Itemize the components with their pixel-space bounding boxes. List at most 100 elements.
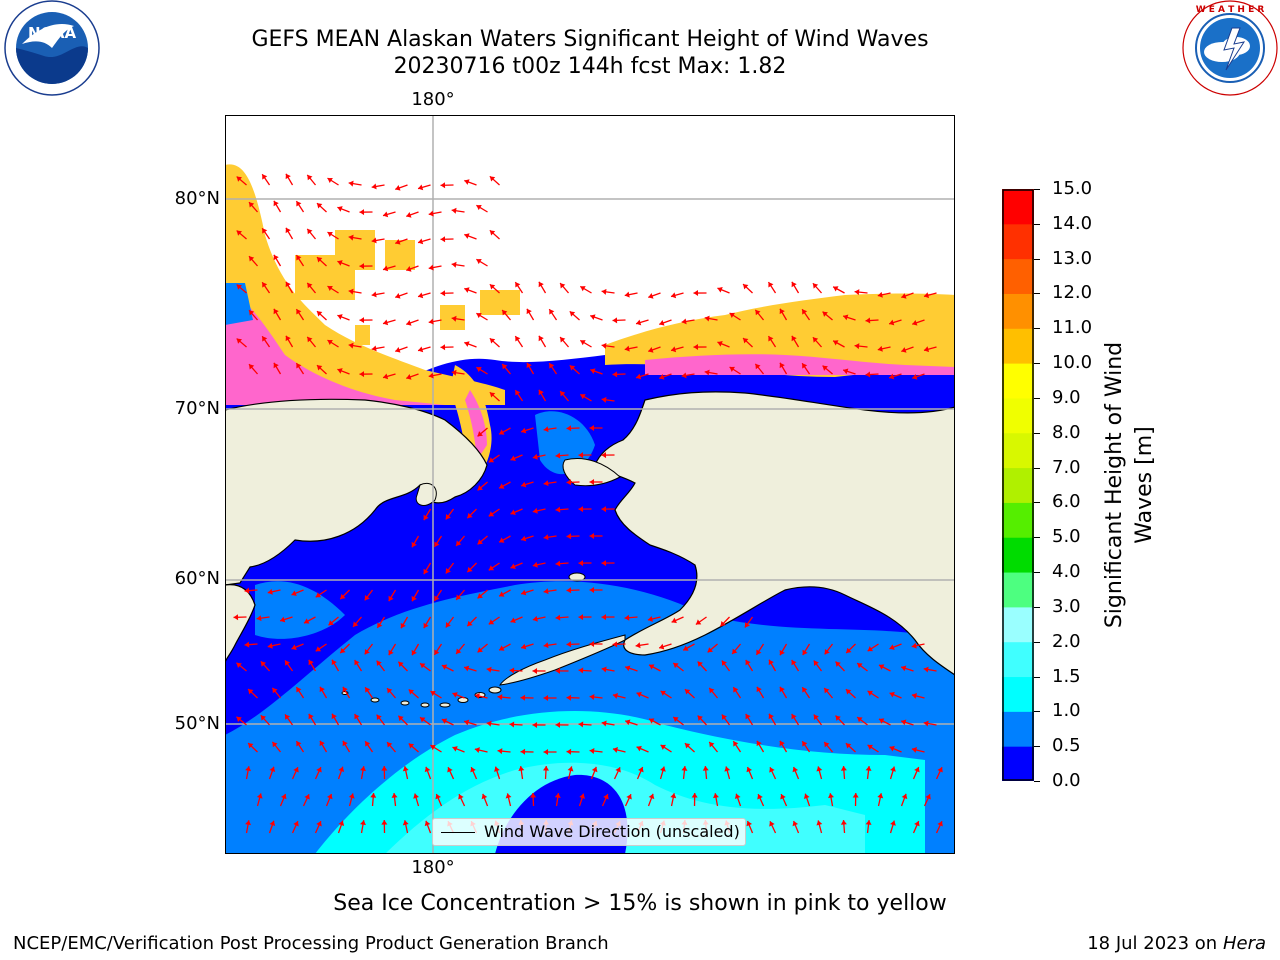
- wave-arrow-head: [489, 392, 496, 398]
- wave-arrow-head: [521, 589, 527, 596]
- wave-arrow-head: [555, 560, 561, 567]
- wave-arrow-head: [269, 766, 276, 772]
- wave-arrow-head: [636, 319, 642, 326]
- wave-arrow-head: [937, 767, 943, 773]
- wave-arrow-head: [890, 766, 896, 772]
- wave-arrow-head: [395, 293, 401, 299]
- wave-arrow-head: [424, 820, 431, 827]
- footer-date-text: 18 Jul 2023 on: [1087, 933, 1223, 954]
- wave-arrow-head: [521, 427, 527, 434]
- wave-arrow-head: [316, 257, 323, 263]
- wave-arrow-head: [555, 667, 561, 674]
- colorbar-tick-label: 12.0: [1052, 282, 1093, 304]
- wave-arrow-head: [877, 793, 884, 799]
- sea-ice-patch: [480, 290, 520, 315]
- wave-arrow-head: [865, 766, 872, 771]
- wave-arrow-head: [835, 715, 841, 721]
- wave-arrow-head: [702, 766, 709, 771]
- wave-arrow-head: [625, 665, 631, 672]
- wave-arrow-head: [840, 766, 847, 771]
- wave-arrow-head: [554, 793, 561, 799]
- wave-arrow-head: [647, 616, 653, 622]
- wave-arrow-head: [296, 309, 302, 315]
- wave-arrow-head: [428, 264, 434, 271]
- wave-arrow-head: [681, 372, 687, 379]
- wave-arrow-head: [601, 506, 607, 513]
- wave-arrow-head: [566, 425, 572, 432]
- wave-arrow-head: [636, 373, 642, 380]
- wave-arrow-head: [456, 594, 462, 600]
- wave-arrow-head: [912, 373, 918, 380]
- wave-arrow-head: [354, 713, 360, 720]
- wave-arrow-head: [476, 313, 482, 319]
- wave-arrow-head: [486, 666, 492, 673]
- wave-arrow-head: [447, 767, 453, 773]
- wave-arrow-head: [383, 265, 389, 272]
- wave-arrow-head: [543, 588, 549, 595]
- sea-ice-patch: [355, 325, 370, 345]
- wave-arrow-head: [428, 372, 434, 379]
- wave-arrow-head: [566, 694, 572, 701]
- wave-arrow-head: [792, 820, 799, 827]
- wave-arrow-head: [510, 455, 516, 462]
- wave-arrow-head: [451, 369, 457, 376]
- colorbar-segment: [1002, 258, 1034, 294]
- wave-arrow-head: [779, 740, 785, 747]
- wave-arrow-head: [248, 256, 255, 262]
- wave-arrow-head: [812, 283, 819, 289]
- wave-arrow-head: [497, 748, 503, 755]
- wave-arrow-head: [400, 622, 406, 629]
- wave-arrow-head: [717, 341, 723, 347]
- wave-arrow-head: [660, 766, 666, 772]
- wave-arrow-head: [316, 821, 322, 827]
- wave-arrow-head: [555, 452, 561, 459]
- colorbar: [1002, 189, 1034, 782]
- wave-arrow-head: [331, 659, 337, 666]
- colorbar-tick-mark: [1034, 397, 1040, 399]
- land-chukotka-tip: [415, 482, 437, 506]
- wave-arrow-head: [256, 793, 263, 799]
- wave-arrow-head: [589, 694, 595, 700]
- wave-arrow-head: [635, 642, 641, 649]
- wave-arrow-head: [327, 285, 333, 292]
- lon-label-bottom: 180°: [411, 857, 455, 878]
- wave-arrow-head: [359, 317, 365, 324]
- wave-arrow-head: [854, 289, 860, 296]
- wave-arrow-head: [734, 793, 741, 799]
- wave-arrow-head: [435, 794, 441, 800]
- graticule: [225, 115, 955, 854]
- lat-label-70: 70°N: [174, 398, 220, 419]
- wave-arrow-head: [488, 457, 495, 463]
- wave-arrow-head: [402, 766, 409, 772]
- wave-arrow-head: [865, 820, 872, 825]
- wave-arrow-head: [707, 647, 713, 653]
- colorbar-tick-mark: [1034, 572, 1040, 574]
- wave-arrow-head: [833, 340, 839, 346]
- wave-arrow-head: [441, 718, 448, 724]
- colorbar-segment: [1002, 502, 1034, 538]
- wave-arrow-head: [467, 620, 473, 627]
- wave-arrow-head: [499, 591, 505, 597]
- wave-arrow-head: [625, 719, 631, 726]
- wave-arrow-head: [709, 687, 715, 694]
- wave-arrow-head: [406, 266, 412, 272]
- wave-arrow-head: [768, 282, 774, 288]
- wave-arrow-head: [580, 286, 586, 292]
- wave-arrow-head: [768, 659, 774, 666]
- wave-arrow-head: [768, 713, 774, 720]
- wave-arrow-head: [746, 820, 753, 827]
- wave-arrow-head: [636, 691, 642, 698]
- wave-arrow-head: [470, 767, 476, 773]
- wave-arrow-head: [626, 794, 632, 800]
- colorbar-tick-mark: [1034, 189, 1040, 190]
- wave-arrow-head: [348, 288, 354, 295]
- map-legend: Wind Wave Direction (unscaled): [432, 818, 746, 846]
- wave-arrow-head: [566, 641, 572, 648]
- wave-arrow-head: [515, 390, 521, 396]
- wave-arrow-head: [578, 452, 584, 459]
- colorbar-label: Significant Height of Wind Waves [m]: [1102, 341, 1157, 629]
- wave-arrow-head: [601, 560, 607, 567]
- wave-arrow-head: [406, 320, 412, 326]
- wave-arrow-head: [693, 344, 699, 351]
- wave-arrow-head: [244, 641, 250, 648]
